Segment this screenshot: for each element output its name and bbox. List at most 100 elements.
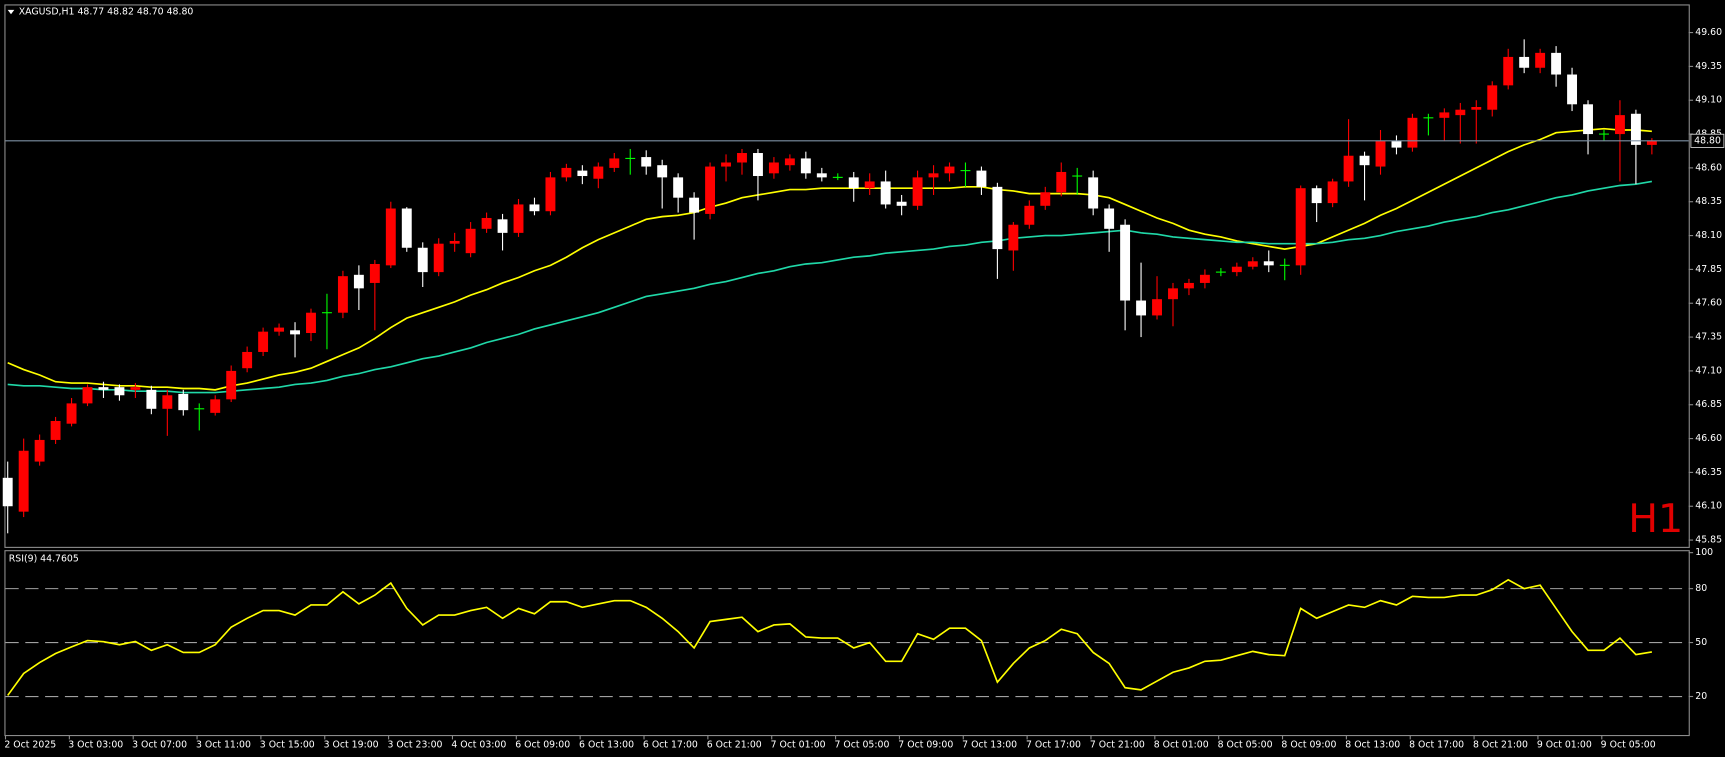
- candle-body: [114, 387, 125, 396]
- candle-body: [593, 166, 604, 179]
- candle-body: [1056, 171, 1067, 193]
- x-tick-label: 6 Oct 13:00: [579, 739, 634, 750]
- y-tick-label: 49.60: [1695, 27, 1722, 38]
- candle-body: [880, 181, 891, 205]
- candle-body: [864, 181, 875, 189]
- candle-body: [401, 208, 412, 248]
- y-tick-label: 47.35: [1695, 332, 1722, 343]
- x-tick-label: 7 Oct 01:00: [771, 739, 826, 750]
- candle-body: [1630, 113, 1641, 145]
- x-tick-label: 8 Oct 21:00: [1473, 739, 1528, 750]
- x-tick-label: 9 Oct 01:00: [1537, 739, 1592, 750]
- candle-body: [944, 166, 955, 174]
- candle-body: [1407, 117, 1418, 148]
- rsi-title: RSI(9) 44.7605: [9, 553, 79, 564]
- x-tick-label: 3 Oct 15:00: [260, 739, 315, 750]
- x-tick-label: 8 Oct 17:00: [1409, 739, 1464, 750]
- x-tick-label: 6 Oct 09:00: [515, 739, 570, 750]
- x-tick-label: 3 Oct 23:00: [388, 739, 443, 750]
- candle-body: [1311, 188, 1322, 204]
- candle-body: [1614, 115, 1625, 135]
- candle-body: [1375, 140, 1386, 167]
- candle-body: [82, 387, 93, 404]
- candle-body: [130, 387, 141, 390]
- x-tick-label: 7 Oct 17:00: [1026, 739, 1081, 750]
- timeframe-watermark: H1: [1628, 496, 1683, 542]
- candle-body: [737, 153, 747, 163]
- candle-body: [242, 351, 253, 369]
- y-tick-label: 47.60: [1695, 298, 1722, 309]
- y-tick-label: 48.10: [1695, 230, 1722, 241]
- candle-body: [210, 399, 221, 413]
- y-tick-label: 100: [1695, 547, 1713, 558]
- candle-body: [753, 153, 763, 177]
- x-tick-label: 8 Oct 09:00: [1281, 739, 1336, 750]
- moving-average-line: [7, 180, 1653, 394]
- candle-body: [1199, 274, 1210, 283]
- candle-body: [290, 330, 300, 335]
- y-tick-label: 47.10: [1695, 365, 1722, 376]
- candle-body: [689, 197, 700, 213]
- candle-body: [577, 170, 588, 177]
- candle-body: [705, 166, 716, 214]
- candle-body: [449, 240, 460, 244]
- x-tick-label: 4 Oct 03:00: [451, 739, 506, 750]
- candle-body: [1120, 224, 1131, 301]
- x-tick-label: 6 Oct 17:00: [643, 739, 698, 750]
- candle-body: [162, 395, 173, 409]
- candle-body: [912, 177, 923, 206]
- candle-body: [1583, 104, 1593, 135]
- candle-body: [1359, 155, 1370, 166]
- y-tick-label: 46.35: [1695, 467, 1722, 478]
- x-tick-label: 7 Oct 21:00: [1090, 739, 1145, 750]
- x-tick-label: 3 Oct 03:00: [68, 739, 123, 750]
- candle-body: [497, 219, 508, 233]
- candle-body: [513, 204, 524, 233]
- candle-body: [146, 389, 157, 409]
- price-panel-frame: [4, 4, 1690, 548]
- candle-body: [1247, 261, 1258, 267]
- candle-body: [848, 177, 859, 189]
- candle-body: [18, 450, 29, 512]
- y-tick-label: 48.35: [1695, 196, 1722, 207]
- rsi-line: [7, 578, 1653, 696]
- x-tick-label: 6 Oct 21:00: [707, 739, 762, 750]
- candle-body: [657, 165, 668, 178]
- y-tick-label: 49.35: [1695, 61, 1722, 72]
- candle-body: [2, 477, 13, 507]
- candle-body: [417, 247, 428, 273]
- candle-body: [1503, 56, 1514, 86]
- candle-body: [1646, 140, 1657, 145]
- current-price-label: 48.80: [1694, 135, 1721, 146]
- candle-body: [433, 243, 444, 273]
- candle-body: [50, 420, 61, 440]
- y-tick-label: 80: [1695, 583, 1707, 594]
- candle-body: [98, 387, 109, 390]
- candle-body: [353, 274, 364, 289]
- x-tick-label: 8 Oct 01:00: [1154, 739, 1209, 750]
- candle-body: [1471, 107, 1482, 110]
- y-tick-label: 46.60: [1695, 433, 1722, 444]
- candle-body: [928, 173, 939, 178]
- x-tick-label: 9 Oct 05:00: [1601, 739, 1656, 750]
- candle-body: [561, 167, 572, 178]
- x-tick-label: 7 Oct 09:00: [898, 739, 953, 750]
- candle-body: [1024, 205, 1035, 225]
- menu-arrow[interactable]: [7, 9, 15, 15]
- candle-body: [1184, 282, 1194, 289]
- y-tick-label: 48.60: [1695, 162, 1722, 173]
- candle-body: [1231, 266, 1242, 273]
- candle-body: [1040, 192, 1051, 206]
- candle-body: [721, 162, 731, 167]
- candle-body: [896, 201, 907, 206]
- candle-body: [992, 186, 1003, 250]
- candle-body: [1104, 208, 1115, 229]
- candle-body: [1551, 52, 1562, 75]
- y-tick-label: 49.10: [1695, 95, 1722, 106]
- y-tick-label: 50: [1695, 637, 1707, 648]
- candle-body: [609, 158, 620, 168]
- candle-body: [1439, 112, 1450, 118]
- candle-body: [1152, 299, 1162, 316]
